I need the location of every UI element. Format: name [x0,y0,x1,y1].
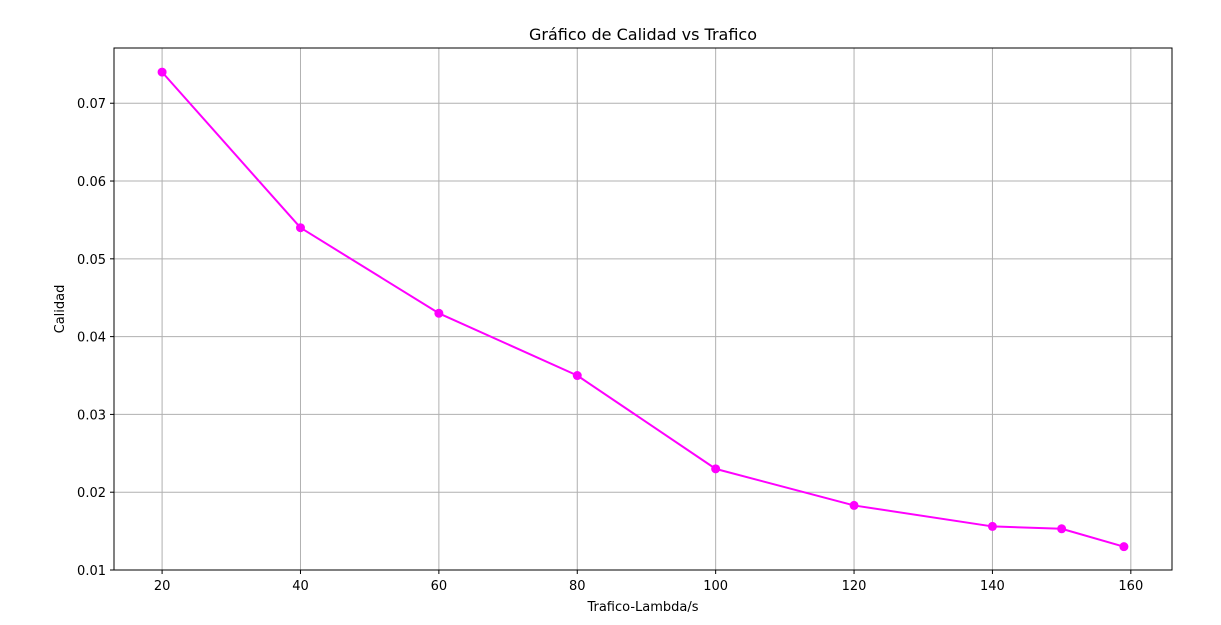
grid [114,48,1172,571]
y-tick-label: 0.03 [77,408,106,423]
data-point [434,308,444,318]
y-tick-label: 0.04 [77,331,106,346]
x-tick-label: 60 [431,579,448,594]
y-axis-label: Calidad [53,285,68,334]
chart-title: Gráfico de Calidad vs Trafico [529,25,757,44]
data-point [1057,524,1067,534]
data-point [849,500,859,510]
data-point [157,67,167,77]
x-tick-label: 120 [842,579,867,594]
data-point [572,371,582,381]
y-tick-label: 0.05 [77,253,106,268]
x-tick-label: 100 [703,579,728,594]
x-tick-label: 140 [980,579,1005,594]
ticks: 20 40 60 80 100 120 140 160 0.01 0.02 0.03 0.04 0.05… [77,97,1143,594]
x-tick-label: 20 [154,579,171,594]
series-layer [157,67,1129,552]
x-axis-label: Trafico-Lambda/s [586,600,698,615]
data-point [295,223,305,233]
data-point [1119,542,1129,552]
x-tick-label: 160 [1118,579,1143,594]
y-tick-label: 0.01 [77,564,106,579]
y-tick-label: 0.02 [77,486,106,501]
x-tick-label: 80 [569,579,586,594]
y-tick-label: 0.06 [77,175,106,190]
y-tick-label: 0.07 [77,97,106,112]
data-point [711,464,721,474]
data-point [987,521,997,531]
plot-frame [113,47,1173,571]
x-tick-label: 40 [292,579,309,594]
